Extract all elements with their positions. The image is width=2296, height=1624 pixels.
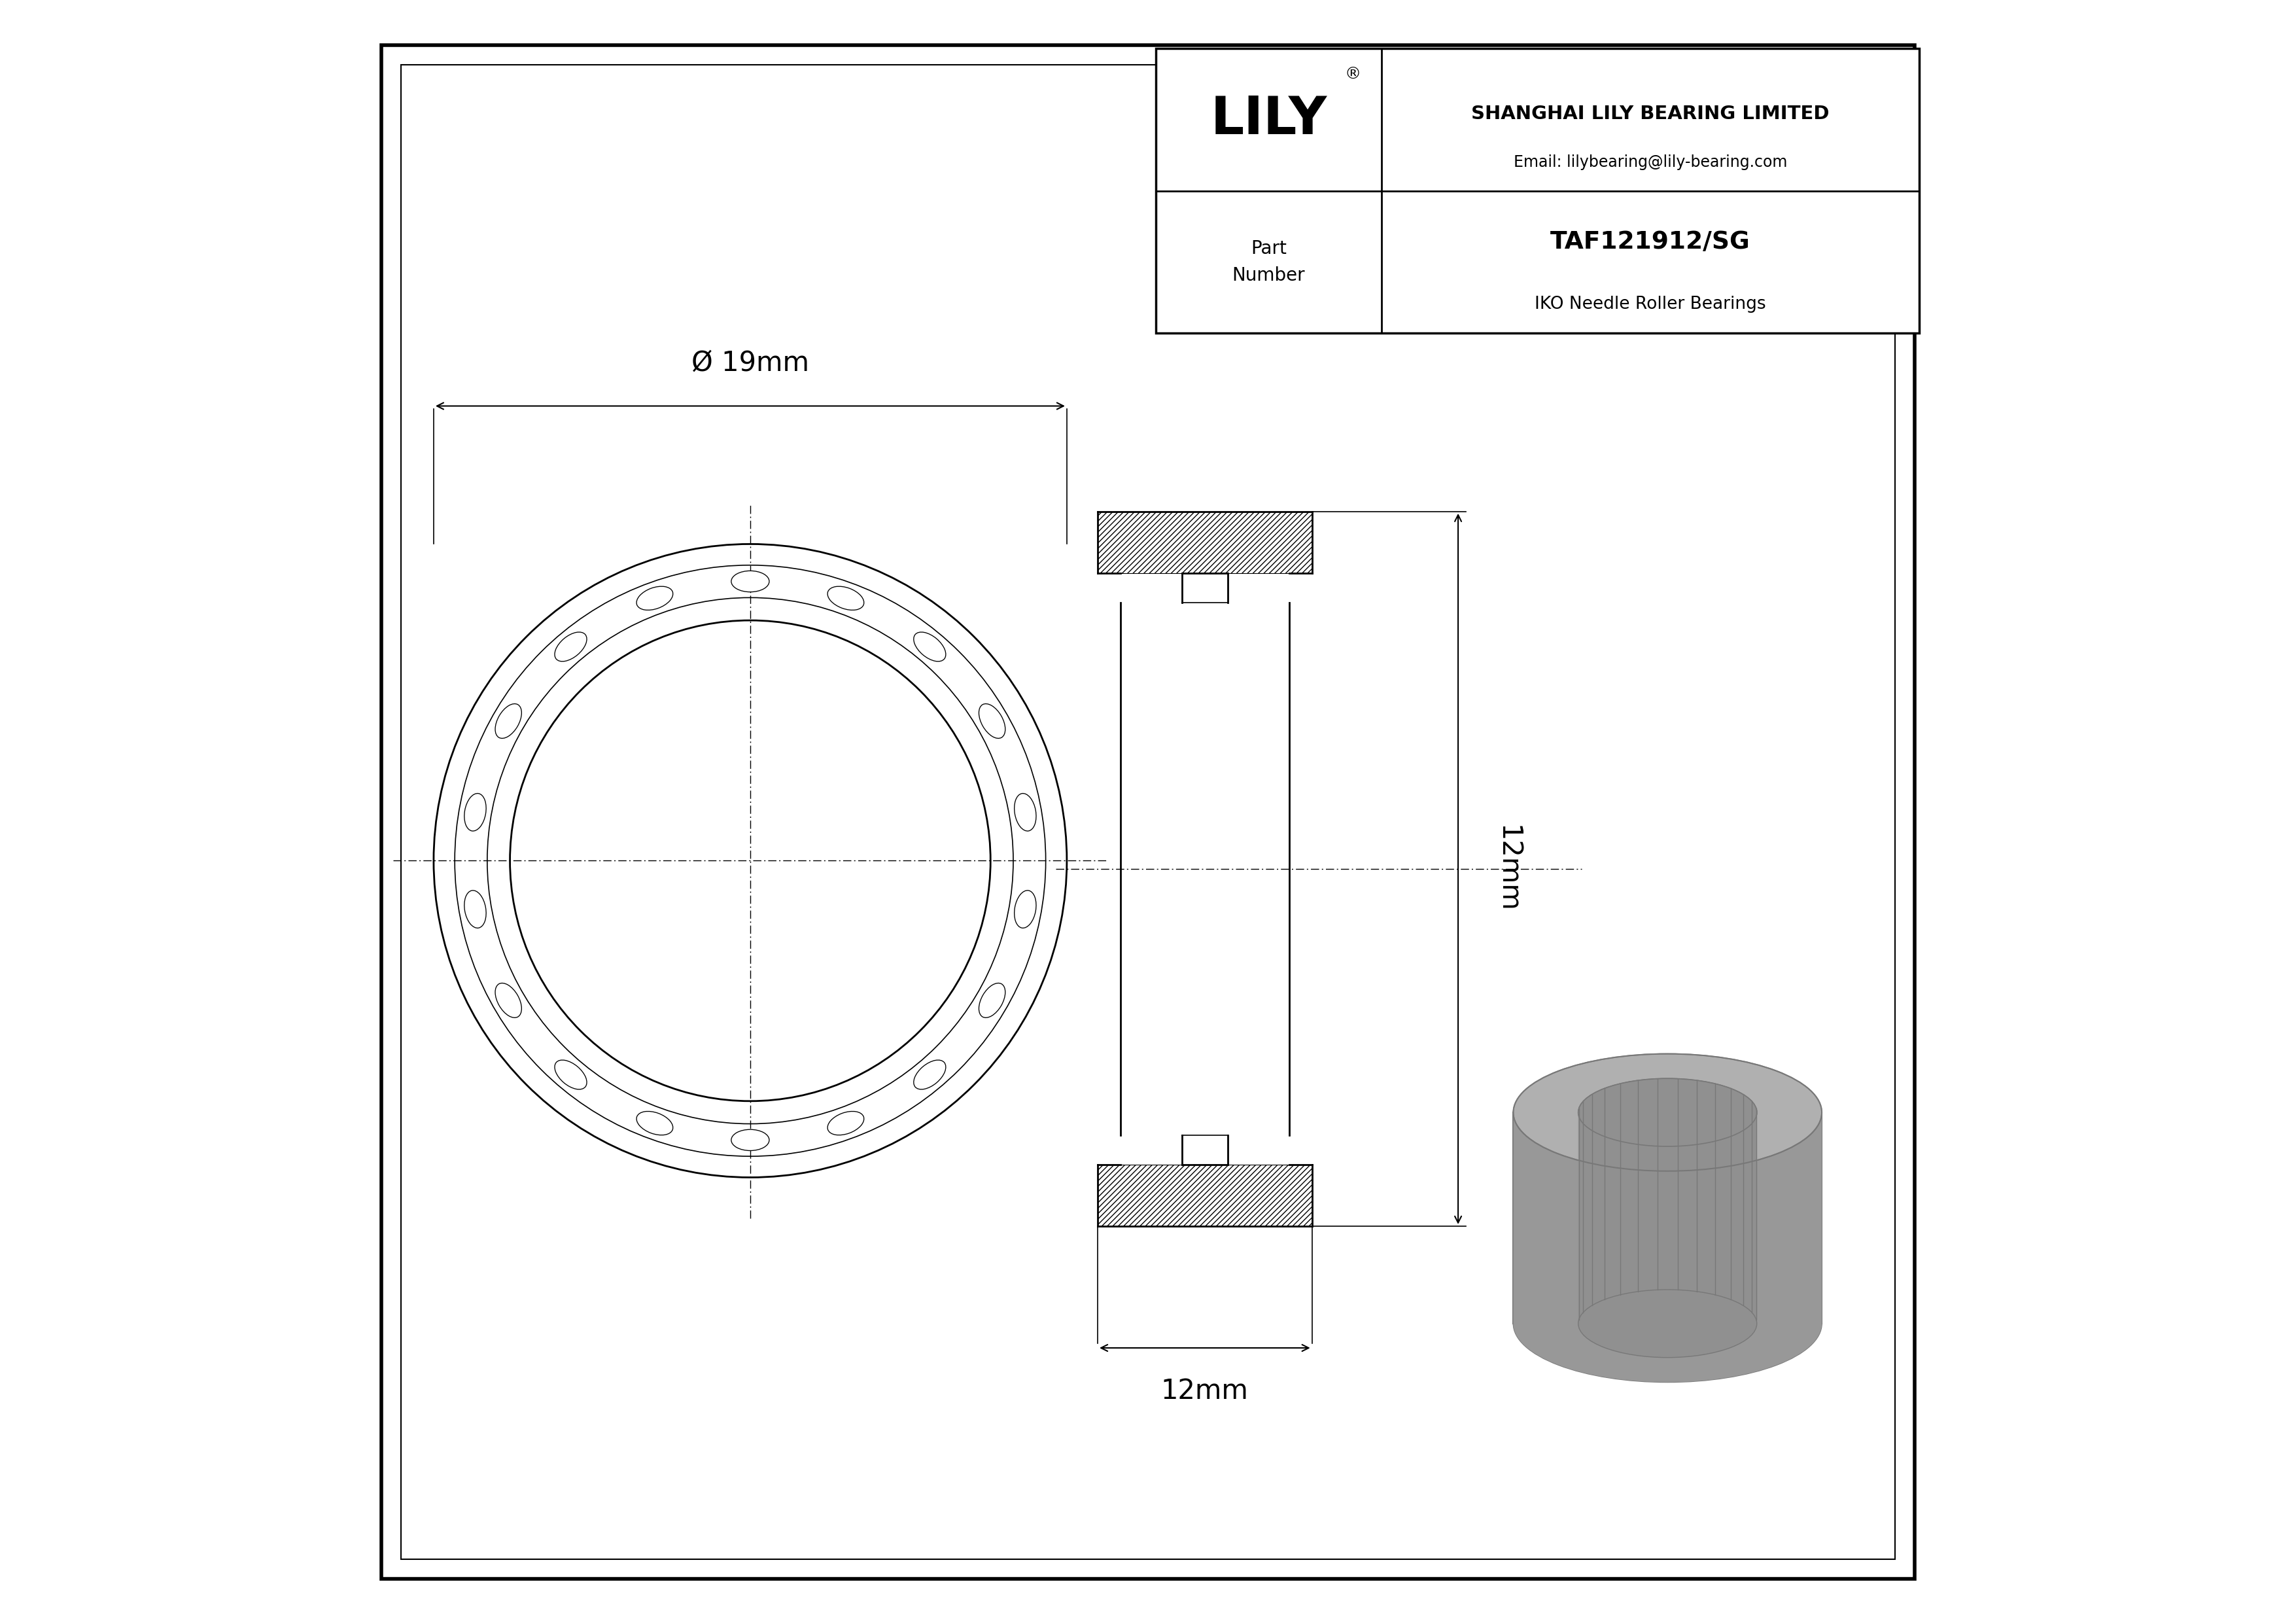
Ellipse shape xyxy=(556,1060,588,1090)
Ellipse shape xyxy=(636,586,673,611)
Ellipse shape xyxy=(1513,1054,1821,1171)
PathPatch shape xyxy=(1513,1112,1821,1382)
Ellipse shape xyxy=(464,794,487,831)
PathPatch shape xyxy=(1577,1078,1756,1324)
Bar xyxy=(1157,49,1919,333)
Text: Part
Number: Part Number xyxy=(1233,239,1304,284)
Ellipse shape xyxy=(636,1111,673,1135)
Ellipse shape xyxy=(730,1130,769,1150)
Ellipse shape xyxy=(496,703,521,739)
Ellipse shape xyxy=(1577,1289,1756,1358)
Text: LILY: LILY xyxy=(1210,94,1327,145)
Text: Ø 19mm: Ø 19mm xyxy=(691,349,808,377)
Ellipse shape xyxy=(730,572,769,593)
Ellipse shape xyxy=(1513,1265,1821,1382)
Bar xyxy=(1097,1164,1311,1226)
Ellipse shape xyxy=(978,983,1006,1018)
Ellipse shape xyxy=(496,983,521,1018)
Text: 12mm: 12mm xyxy=(1495,825,1522,913)
Ellipse shape xyxy=(914,1060,946,1090)
Ellipse shape xyxy=(556,632,588,661)
Ellipse shape xyxy=(464,890,487,927)
Ellipse shape xyxy=(978,703,1006,739)
Ellipse shape xyxy=(1015,890,1035,927)
Text: Email: lilybearing@lily-bearing.com: Email: lilybearing@lily-bearing.com xyxy=(1513,154,1786,171)
Text: SHANGHAI LILY BEARING LIMITED: SHANGHAI LILY BEARING LIMITED xyxy=(1472,106,1830,123)
Text: IKO Needle Roller Bearings: IKO Needle Roller Bearings xyxy=(1534,296,1766,313)
Ellipse shape xyxy=(914,632,946,661)
Ellipse shape xyxy=(1577,1078,1756,1147)
Circle shape xyxy=(434,544,1068,1177)
Bar xyxy=(1097,512,1311,573)
Ellipse shape xyxy=(1015,794,1035,831)
Text: ®: ® xyxy=(1345,67,1362,83)
Ellipse shape xyxy=(827,586,863,611)
Text: 12mm: 12mm xyxy=(1162,1377,1249,1405)
Text: TAF121912/SG: TAF121912/SG xyxy=(1550,231,1750,253)
Ellipse shape xyxy=(827,1111,863,1135)
